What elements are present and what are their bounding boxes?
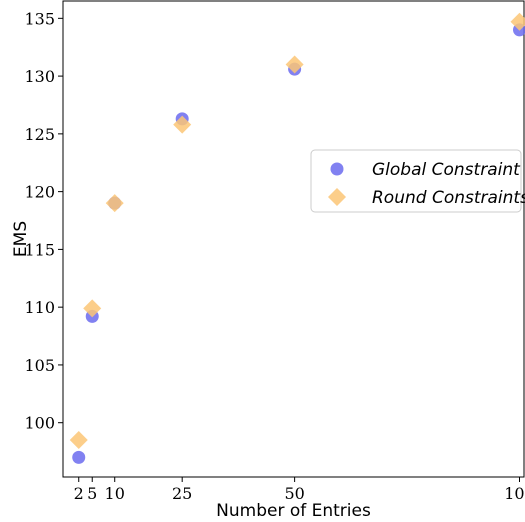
x-tick-label: 10 xyxy=(105,484,125,503)
plot-frame xyxy=(62,0,525,478)
y-axis-title: EMS xyxy=(11,221,31,257)
data-point-diamond xyxy=(83,299,102,318)
legend-box xyxy=(310,149,522,213)
legend-marker xyxy=(328,188,346,206)
data-point-diamond xyxy=(105,194,124,213)
legend: Global Constraint Round Constraints xyxy=(310,149,525,213)
data-point-circle xyxy=(72,450,86,464)
x-tick-label: 2 xyxy=(74,484,84,503)
y-tick-label: 125 xyxy=(24,125,55,144)
data-point-diamond xyxy=(69,431,88,450)
y-tick-label: 100 xyxy=(24,414,55,433)
y-axis: 100 105 110 115 120 125 130 135 xyxy=(24,9,63,433)
x-tick-label: 25 xyxy=(172,484,192,503)
legend-label: Global Constraint xyxy=(372,160,521,180)
y-tick-label: 135 xyxy=(24,9,55,28)
data-point-diamond xyxy=(173,115,192,134)
legend-item: Round Constraints xyxy=(328,188,525,208)
x-axis: 25 10 25 50 100 xyxy=(74,477,525,503)
data-point-diamond xyxy=(285,55,304,74)
legend-item: Global Constraint xyxy=(330,160,521,180)
y-tick-label: 120 xyxy=(24,183,55,202)
data-points xyxy=(69,12,525,464)
x-tick-label: 100 xyxy=(504,484,525,503)
y-tick-label: 110 xyxy=(24,298,55,317)
x-tick-label: 50 xyxy=(284,484,304,503)
plot-area xyxy=(62,0,525,478)
y-tick-label: 105 xyxy=(24,356,55,375)
y-tick-label: 115 xyxy=(24,240,55,259)
legend-items: Global Constraint Round Constraints xyxy=(328,160,525,208)
legend-label: Round Constraints xyxy=(372,188,525,208)
series-0 xyxy=(72,23,525,464)
series-1 xyxy=(69,12,525,450)
legend-marker xyxy=(330,162,344,176)
y-tick-label: 130 xyxy=(24,67,55,86)
x-tick-label: 5 xyxy=(87,484,97,503)
x-axis-title: Number of Entries xyxy=(216,501,371,521)
data-point-diamond xyxy=(510,12,525,31)
